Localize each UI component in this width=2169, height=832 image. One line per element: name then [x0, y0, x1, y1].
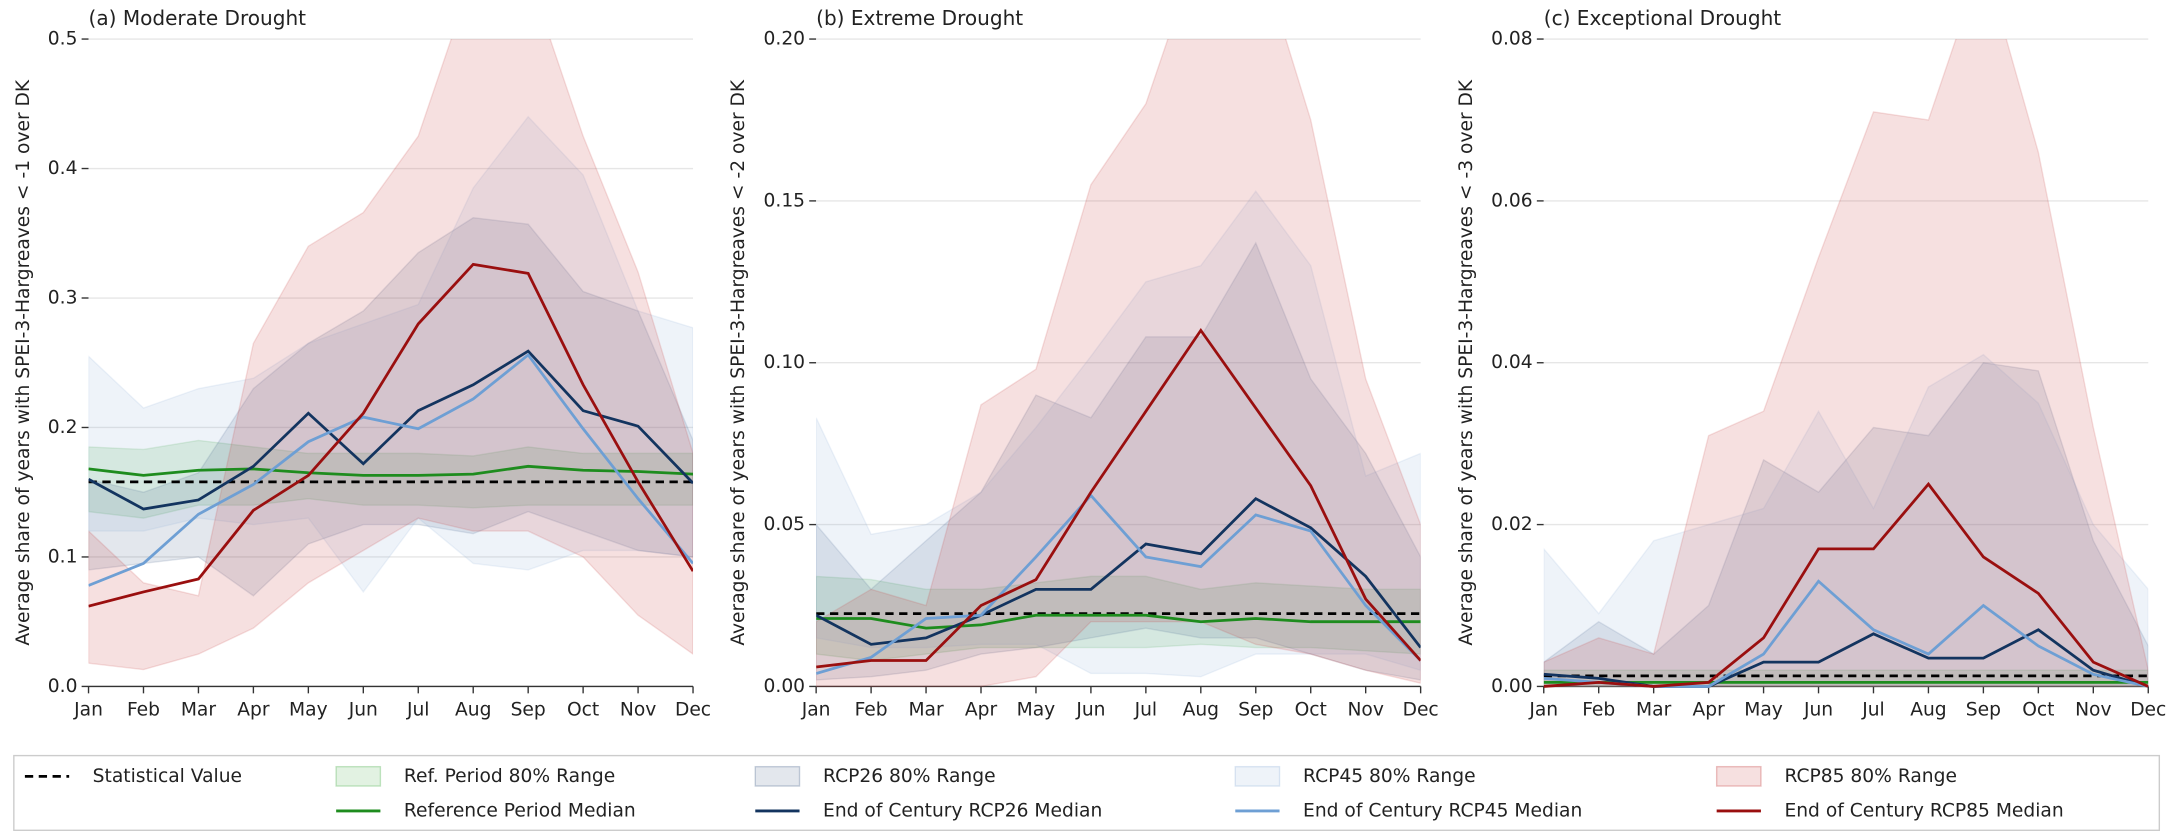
x-tick-label: Mar: [181, 699, 217, 720]
plot-area: [816, 39, 1421, 688]
plot-area: [1543, 39, 2149, 688]
y-tick-label: 0.5: [48, 29, 78, 50]
legend-label: RCP26 80% Range: [823, 766, 996, 787]
median-line: [88, 464, 694, 477]
y-tick-label: 0.0: [48, 676, 78, 697]
range-band: [88, 217, 694, 597]
x-tick-label: Jan: [801, 699, 831, 720]
x-tick-label: May: [289, 699, 328, 720]
x-tick-label: Sep: [1238, 699, 1273, 720]
x-tick-label: Jun: [1803, 699, 1833, 720]
legend-label: Statistical Value: [93, 766, 242, 787]
x-tick-label: Aug: [1183, 699, 1219, 720]
y-tick-label: 0.1: [48, 546, 78, 567]
x-tick-label: Mar: [1636, 699, 1672, 720]
y-tick-label: 0.08: [1491, 29, 1533, 50]
x-tick-label: Jan: [73, 699, 103, 720]
legend-label: RCP45 80% Range: [1303, 766, 1476, 787]
median-line: [816, 327, 1421, 669]
y-axis-label: Average share of years with SPEI-3-Hargr…: [728, 79, 749, 646]
legend-swatch: [754, 765, 801, 787]
legend-swatch: [1234, 765, 1281, 787]
x-tick-label: Apr: [965, 699, 998, 720]
panel-title: (a) Moderate Drought: [89, 6, 307, 30]
y-tick-label: 0.3: [48, 288, 78, 309]
y-tick-label: 0.06: [1491, 190, 1533, 211]
x-tick-label: Jun: [1075, 699, 1105, 720]
y-tick-label: 0.05: [764, 514, 806, 535]
median-line: [816, 496, 1421, 649]
y-tick-label: 0.00: [1491, 676, 1533, 697]
panel-title: (c) Exceptional Drought: [1544, 6, 1782, 30]
range-band: [816, 39, 1421, 688]
y-tick-label: 0.10: [764, 352, 806, 373]
x-tick-label: Aug: [455, 699, 491, 720]
median-line: [816, 493, 1421, 675]
x-tick-label: Oct: [2022, 699, 2054, 720]
y-tick-label: 0.15: [764, 190, 806, 211]
x-tick-label: Nov: [620, 699, 656, 720]
x-tick-label: Feb: [855, 699, 888, 720]
panel-title: (b) Extreme Drought: [816, 6, 1023, 30]
x-tick-label: Dec: [2130, 699, 2166, 720]
median-line: [1543, 481, 2149, 688]
x-tick-label: Apr: [237, 699, 270, 720]
x-tick-label: Jun: [348, 699, 378, 720]
x-tick-label: Sep: [511, 699, 546, 720]
x-tick-label: Oct: [1295, 699, 1327, 720]
x-tick-label: Jul: [1861, 699, 1885, 720]
plot-area: [88, 39, 694, 671]
median-line: [88, 262, 694, 608]
range-band: [816, 190, 1421, 678]
y-tick-label: 0.2: [48, 417, 78, 438]
x-tick-label: Sep: [1966, 699, 2001, 720]
y-tick-label: 0.00: [764, 676, 806, 697]
x-tick-label: Nov: [2075, 699, 2111, 720]
x-tick-label: Mar: [908, 699, 944, 720]
range-band: [88, 39, 694, 671]
x-tick-label: Feb: [1582, 699, 1615, 720]
legend-label: End of Century RCP26 Median: [823, 800, 1102, 821]
y-axis-label: Average share of years with SPEI-3-Hargr…: [1456, 79, 1477, 646]
legend-swatch: [335, 765, 382, 787]
legend-label: Ref. Period 80% Range: [404, 766, 615, 787]
legend-swatch: [1715, 765, 1762, 787]
legend-label: End of Century RCP85 Median: [1784, 800, 2063, 821]
range-band: [816, 241, 1421, 681]
x-tick-label: Jul: [406, 699, 430, 720]
x-tick-label: Nov: [1347, 699, 1383, 720]
x-tick-label: May: [1744, 699, 1783, 720]
x-tick-label: Aug: [1910, 699, 1946, 720]
legend-label: End of Century RCP45 Median: [1303, 800, 1582, 821]
y-tick-label: 0.20: [764, 29, 806, 50]
x-tick-label: Dec: [675, 699, 711, 720]
median-line: [88, 352, 694, 587]
x-tick-label: Jan: [1528, 699, 1558, 720]
x-tick-label: Oct: [567, 699, 599, 720]
range-band: [88, 439, 694, 519]
x-tick-label: Dec: [1403, 699, 1439, 720]
median-line: [88, 349, 694, 511]
legend-box: [13, 754, 2161, 831]
range-band: [816, 575, 1421, 662]
x-tick-label: Feb: [127, 699, 160, 720]
legend-label: RCP85 80% Range: [1784, 766, 1957, 787]
x-tick-label: May: [1017, 699, 1056, 720]
x-tick-label: Apr: [1692, 699, 1725, 720]
y-tick-label: 0.4: [48, 158, 78, 179]
y-tick-label: 0.02: [1491, 514, 1533, 535]
legend-label: Reference Period Median: [404, 800, 636, 821]
y-axis-label: Average share of years with SPEI-3-Hargr…: [13, 79, 34, 646]
y-tick-label: 0.04: [1491, 352, 1533, 373]
x-tick-label: Jul: [1134, 699, 1158, 720]
